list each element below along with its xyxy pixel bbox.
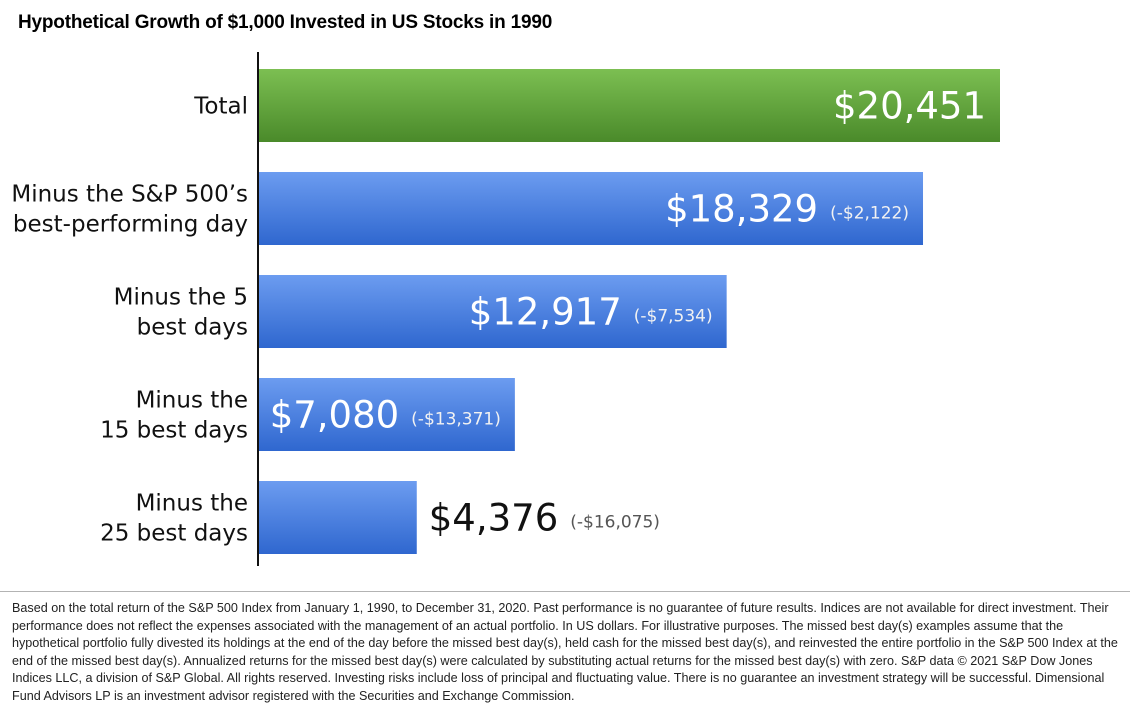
difference-label-2: (-$7,534) — [634, 307, 713, 327]
bar-chart: Total $20,451 Minus the S&P 500’s best-perf… — [11, 52, 1000, 566]
category-label-3-0: Minus the — [136, 388, 248, 414]
bar-2 — [258, 275, 727, 348]
difference-label-4: (-$16,075) — [570, 513, 660, 533]
footnote-text: Based on the total return of the S&P 500… — [12, 601, 1118, 703]
bar-3 — [258, 378, 515, 451]
value-label-1: $18,329 — [665, 188, 818, 231]
footnote-divider — [0, 591, 1130, 592]
category-label-3-1: 15 best days — [100, 418, 248, 444]
value-label-4: $4,376 — [429, 497, 558, 540]
category-label-4-1: 25 best days — [100, 521, 248, 547]
bar-4 — [258, 481, 417, 554]
bar-1 — [258, 172, 924, 245]
category-label-2-1: best days — [137, 315, 248, 341]
category-label-4-0: Minus the — [136, 491, 248, 517]
difference-label-1: (-$2,122) — [830, 204, 909, 224]
difference-label-3: (-$13,371) — [411, 410, 501, 430]
category-label-2-0: Minus the 5 — [114, 285, 248, 311]
category-label-0-0: Total — [193, 94, 248, 120]
value-label-0: $20,451 — [833, 85, 986, 128]
chart-title: Hypothetical Growth of $1,000 Invested i… — [18, 12, 553, 33]
value-label-3: $7,080 — [270, 394, 399, 437]
value-label-2: $12,917 — [469, 291, 622, 334]
category-label-1-1: best-performing day — [13, 212, 248, 238]
bar-0 — [258, 69, 1000, 142]
category-label-1-0: Minus the S&P 500’s — [11, 182, 248, 208]
